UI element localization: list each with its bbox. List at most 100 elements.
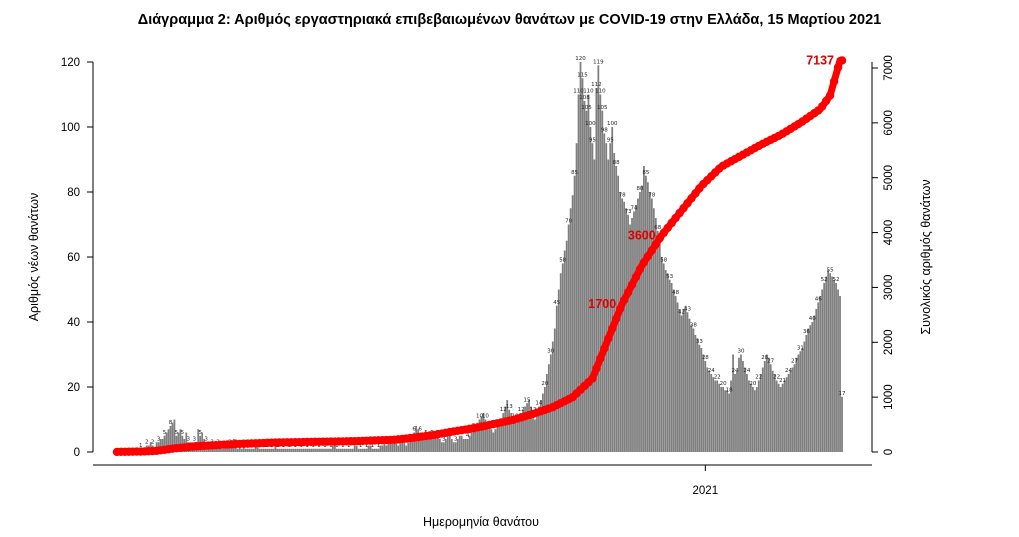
bar-day-119 bbox=[351, 448, 354, 452]
bar-day-131 bbox=[375, 448, 378, 452]
bar-label-day-261: 74 bbox=[631, 206, 638, 212]
bar-day-205 bbox=[522, 409, 524, 452]
bar-day-249 bbox=[609, 143, 612, 452]
cumulative-point-day-362 bbox=[829, 77, 839, 86]
bar-day-291 bbox=[692, 328, 695, 452]
cumulative-point-day-244 bbox=[596, 354, 605, 363]
bar-day-212 bbox=[536, 413, 538, 452]
bar-day-303 bbox=[716, 380, 719, 452]
bar-day-83 bbox=[280, 448, 283, 452]
bar-label-day-198: 13 bbox=[506, 404, 513, 410]
bar-day-211 bbox=[534, 419, 536, 452]
y-tick-label-0: 0 bbox=[74, 447, 80, 459]
bar-day-168 bbox=[448, 435, 451, 452]
bar-day-251 bbox=[613, 153, 616, 452]
bar-label-day-348: 36 bbox=[803, 329, 810, 335]
bar-label-day-366: 17 bbox=[839, 391, 846, 397]
bar-label-day-242: 112 bbox=[591, 82, 602, 88]
bar-day-269 bbox=[648, 192, 651, 452]
bar-label-day-258: 73 bbox=[625, 209, 632, 215]
bar-day-121 bbox=[355, 445, 358, 452]
bar-day-261 bbox=[633, 211, 635, 452]
bar-day-312 bbox=[734, 374, 736, 452]
bar-day-99 bbox=[312, 448, 314, 452]
bar-day-32 bbox=[179, 429, 182, 452]
bar-day-87 bbox=[288, 448, 291, 452]
bar-day-177 bbox=[466, 439, 469, 452]
bar-day-284 bbox=[678, 309, 681, 452]
bar-day-68 bbox=[250, 448, 253, 452]
bar-day-357 bbox=[823, 283, 826, 452]
bar-day-162 bbox=[437, 435, 439, 452]
bar-day-267 bbox=[645, 175, 647, 452]
bar-day-358 bbox=[825, 276, 828, 452]
bar-day-137 bbox=[387, 442, 390, 452]
bar-day-243 bbox=[597, 65, 600, 452]
bar-label-day-339: 24 bbox=[785, 368, 792, 374]
bar-day-283 bbox=[676, 302, 679, 452]
bar-day-132 bbox=[377, 448, 380, 452]
bar-day-71 bbox=[256, 445, 259, 452]
bar-day-167 bbox=[446, 432, 449, 452]
bar-day-125 bbox=[363, 448, 366, 452]
bar-label-day-357: 52 bbox=[821, 277, 828, 283]
bar-label-day-255: 78 bbox=[619, 193, 626, 199]
bar-label-day-129: 1 bbox=[371, 443, 375, 449]
bar-day-130 bbox=[373, 448, 376, 452]
bar-day-188 bbox=[488, 426, 491, 452]
bar-day-127 bbox=[367, 445, 370, 452]
bar-day-341 bbox=[791, 367, 794, 452]
bar-day-166 bbox=[444, 439, 447, 452]
bar-label-day-36: 3 bbox=[187, 436, 191, 442]
bar-day-325 bbox=[759, 374, 762, 452]
cumulative-point-day-250 bbox=[608, 324, 617, 333]
bar-day-109 bbox=[332, 445, 334, 452]
x-tick-label-2021: 2021 bbox=[693, 485, 719, 497]
bar-label-day-267: 85 bbox=[642, 170, 649, 176]
bar-day-62 bbox=[238, 445, 241, 452]
bar-day-304 bbox=[718, 383, 721, 452]
bar-day-161 bbox=[435, 432, 437, 452]
bar-day-61 bbox=[236, 448, 239, 452]
bar-day-225 bbox=[561, 263, 564, 452]
bar-day-263 bbox=[637, 198, 639, 452]
bar-day-316 bbox=[742, 361, 744, 452]
bar-day-319 bbox=[748, 380, 750, 452]
bar-day-210 bbox=[532, 413, 534, 452]
bar-label-day-282: 48 bbox=[672, 290, 679, 296]
bar-day-165 bbox=[442, 442, 445, 452]
bar-label-day-324: 22 bbox=[755, 375, 762, 381]
y2-axis-label: Συνολικός αριθμός θανάτων bbox=[919, 179, 933, 334]
bar-day-17 bbox=[149, 442, 152, 452]
bar-label-day-24: 5 bbox=[163, 430, 167, 436]
bar-day-306 bbox=[722, 387, 725, 452]
bar-day-230 bbox=[571, 195, 574, 452]
bar-day-64 bbox=[242, 445, 245, 452]
bar-day-93 bbox=[300, 448, 303, 452]
bar-day-196 bbox=[504, 406, 507, 452]
bar-day-135 bbox=[383, 442, 386, 452]
bar-day-359 bbox=[827, 270, 830, 452]
bar-day-86 bbox=[286, 448, 289, 452]
bar-day-197 bbox=[506, 400, 509, 452]
bar-day-73 bbox=[260, 448, 263, 452]
bar-label-day-222: 45 bbox=[553, 300, 560, 306]
bar-day-314 bbox=[738, 357, 740, 452]
bar-day-77 bbox=[268, 448, 271, 452]
bar-label-day-153: 6 bbox=[418, 427, 422, 433]
bar-day-57 bbox=[229, 445, 231, 452]
bar-day-148 bbox=[409, 439, 412, 452]
bar-day-231 bbox=[573, 175, 576, 452]
bar-day-53 bbox=[221, 448, 223, 452]
bar-day-81 bbox=[276, 448, 279, 452]
cumulative-point-day-268 bbox=[643, 252, 653, 261]
bar-day-66 bbox=[246, 448, 249, 452]
bar-day-82 bbox=[278, 448, 281, 452]
bar-day-69 bbox=[252, 448, 255, 452]
bar-day-192 bbox=[496, 426, 499, 452]
bar-day-63 bbox=[240, 448, 243, 452]
bar-day-214 bbox=[540, 400, 542, 452]
bar-day-85 bbox=[284, 448, 287, 452]
bar-day-28 bbox=[171, 422, 174, 452]
